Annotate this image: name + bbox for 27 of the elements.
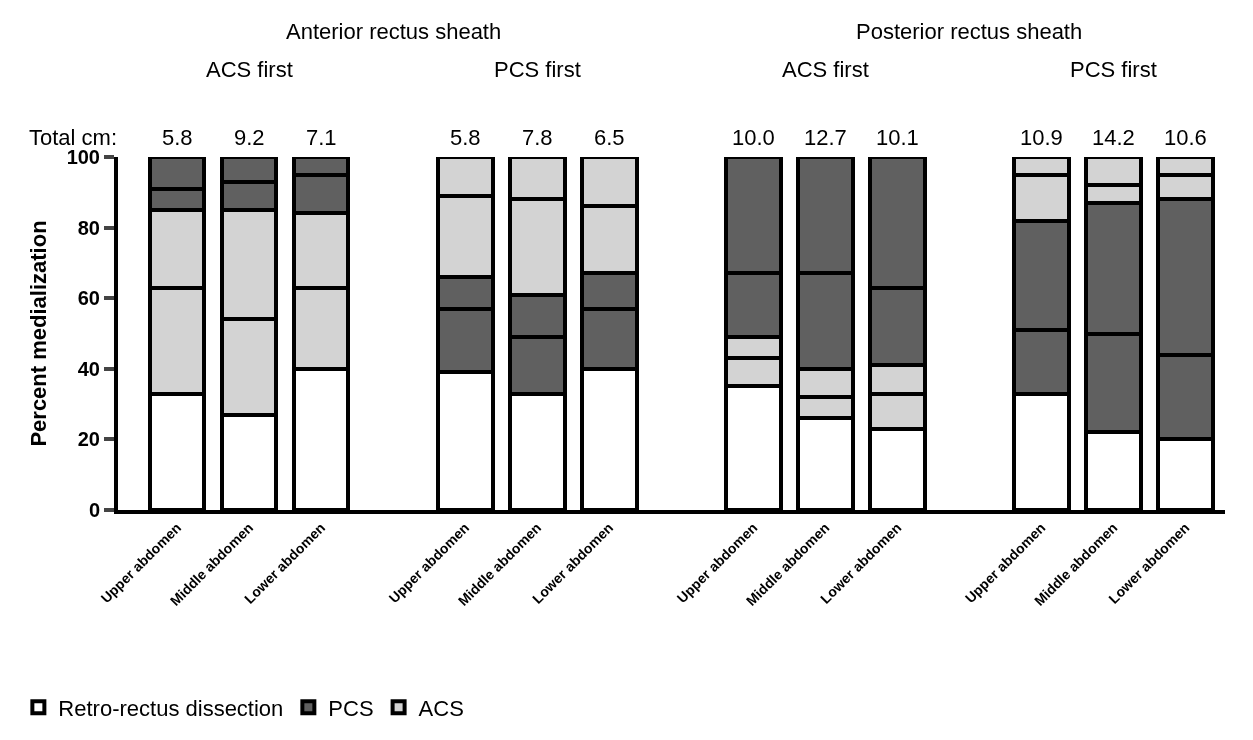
y-axis-title: Percent medialization [25, 220, 51, 447]
legend-label: PCS [328, 695, 374, 721]
y-tick-label: 40 [77, 357, 100, 380]
text: ACS first [782, 57, 869, 82]
text: 6.5 [594, 125, 625, 150]
text: 9.2 [234, 125, 265, 150]
text: 10.9 [1020, 125, 1063, 150]
y-tick-label: 80 [77, 216, 100, 239]
y-tick-label: 0 [88, 499, 100, 521]
text: 5.8 [450, 125, 481, 150]
text: Anterior rectus sheath [286, 19, 502, 44]
text: 5.8 [162, 125, 193, 150]
text: 14.2 [1092, 125, 1135, 150]
legend-label: ACS [418, 695, 464, 721]
text: ACS first [206, 57, 293, 82]
text: 10.6 [1164, 125, 1207, 150]
text: 12.7 [804, 125, 847, 150]
text: 7.1 [306, 125, 337, 150]
text: 10.1 [876, 125, 919, 150]
text: PCS first [1070, 57, 1157, 82]
text: 7.8 [522, 125, 553, 150]
y-tick-label: 20 [77, 428, 100, 451]
legend-label: Retro-rectus dissection [58, 695, 284, 721]
y-tick-label: 60 [77, 287, 100, 310]
text: Posterior rectus sheath [856, 19, 1083, 44]
text: PCS first [494, 57, 581, 82]
text: 10.0 [732, 125, 775, 150]
